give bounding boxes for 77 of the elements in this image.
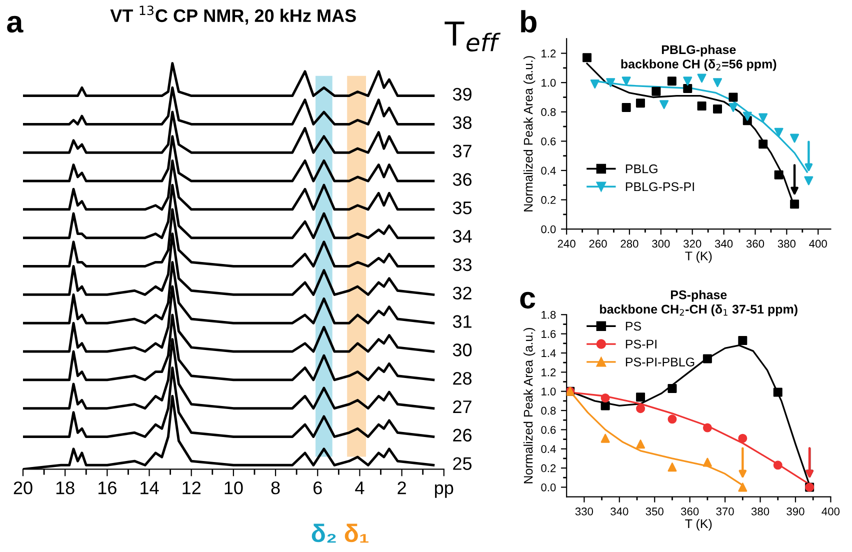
x-tick-label: 280 bbox=[620, 240, 638, 248]
x-tick-label: 380 bbox=[751, 508, 770, 516]
text: a bbox=[7, 16, 24, 33]
series-label: 28 bbox=[453, 372, 472, 385]
series-label: 33 bbox=[452, 258, 472, 272]
series-label: 30 bbox=[452, 344, 472, 356]
legend-title: T$_{eff}$ bbox=[444, 22, 501, 52]
y-tick-label: 0.4 bbox=[541, 445, 556, 453]
series-label: 27 bbox=[453, 400, 472, 413]
x-tick-label: 16 bbox=[98, 481, 116, 494]
y-tick-label: 1.0 bbox=[542, 78, 556, 87]
legend-label: PS-PI-PBLG bbox=[626, 358, 694, 366]
x-tick-label: 370 bbox=[716, 508, 734, 516]
y-tick-label: 0.0 bbox=[541, 483, 556, 492]
x-tick-label: 400 bbox=[809, 240, 827, 248]
y-tick-label: 1.2 bbox=[542, 368, 556, 376]
x-tick-label: 240 bbox=[558, 240, 576, 248]
x-tick-label: 340 bbox=[610, 508, 628, 516]
x-tick-label: 14 bbox=[140, 482, 159, 494]
x-tick-label: 390 bbox=[786, 508, 804, 516]
series-label: 25 bbox=[453, 457, 472, 470]
x-tick-label: 10 bbox=[224, 481, 243, 494]
x-axis-title: T (K) bbox=[685, 251, 712, 263]
series-label: 37 bbox=[452, 144, 472, 158]
x-tick-label: 400 bbox=[822, 508, 840, 516]
x-tick-label: 4 bbox=[355, 482, 364, 494]
y-tick-label: 1.0 bbox=[542, 388, 556, 396]
x-tick-label: 330 bbox=[575, 508, 594, 516]
x-tick-label: 360 bbox=[680, 508, 699, 516]
x-tick-label: 380 bbox=[778, 240, 796, 248]
x-tick-label: 18 bbox=[56, 481, 74, 494]
y-tick-label: 1.8 bbox=[542, 310, 556, 319]
x-tick-label: 360 bbox=[746, 240, 764, 248]
y-tick-label: 0.6 bbox=[541, 137, 556, 146]
series-label: 31 bbox=[452, 315, 472, 328]
series-label: 35 bbox=[452, 201, 472, 214]
series-label: 38 bbox=[452, 116, 472, 130]
y-tick-label: 0.8 bbox=[541, 108, 556, 116]
series-label: 32 bbox=[452, 286, 472, 300]
y-tick-label: 0.8 bbox=[541, 406, 556, 415]
chart-title: VT $^{13}$C CP NMR, 20 kHz MAS bbox=[110, 6, 356, 25]
x-tick-label: 320 bbox=[684, 240, 702, 248]
x-tick-label: 260 bbox=[589, 240, 607, 248]
text: PBLG-phase backbone CH (δ$_{2}$=56 ppm) bbox=[621, 44, 776, 71]
y-tick-label: 0.6 bbox=[541, 426, 556, 434]
y-tick-label: 1.4 bbox=[542, 349, 556, 358]
legend-label: PBLG bbox=[626, 164, 658, 174]
x-tick-label: 2 bbox=[398, 481, 406, 494]
legend-label: PBLG-PS-PI bbox=[626, 182, 694, 192]
x-tick-label: 20 bbox=[14, 481, 32, 494]
legend-label: PS bbox=[626, 322, 642, 331]
x-axis-title: T (K) bbox=[685, 518, 712, 531]
x-tick-label: 350 bbox=[646, 508, 664, 516]
band-label: δ₁ bbox=[344, 524, 368, 543]
y-axis-title: Normalized Peak Area (a.u.) bbox=[524, 56, 536, 212]
y-tick-label: 0.4 bbox=[541, 166, 556, 175]
y-tick-label: 0.2 bbox=[541, 196, 556, 204]
y-tick-label: 1.2 bbox=[542, 50, 556, 58]
y-axis-title: Normalized Peak Area (a.u.) bbox=[524, 328, 536, 484]
series-label: 39 bbox=[452, 88, 472, 101]
text: b bbox=[521, 10, 536, 33]
series-label: 26 bbox=[453, 428, 472, 442]
x-tick-label: pp bbox=[435, 484, 454, 498]
y-tick-label: 0.0 bbox=[541, 225, 556, 234]
legend-label: PS-PI bbox=[626, 340, 656, 349]
x-tick-label: 12 bbox=[182, 481, 200, 494]
y-tick-label: 1.6 bbox=[542, 330, 556, 338]
chart-title: PS-phase backbone CH$_{2}$-CH (δ$_{1}$ 37-51 ppm) bbox=[600, 290, 798, 316]
x-tick-label: 6 bbox=[314, 481, 322, 494]
text: c bbox=[520, 292, 536, 309]
x-tick-label: 340 bbox=[714, 240, 733, 248]
x-tick-label: 8 bbox=[271, 481, 280, 494]
x-tick-label: 300 bbox=[652, 240, 670, 248]
y-tick-label: 0.2 bbox=[541, 464, 556, 472]
series-label: 36 bbox=[452, 173, 472, 186]
series-label: 34 bbox=[452, 230, 472, 243]
band-label: δ₂ bbox=[312, 524, 336, 543]
